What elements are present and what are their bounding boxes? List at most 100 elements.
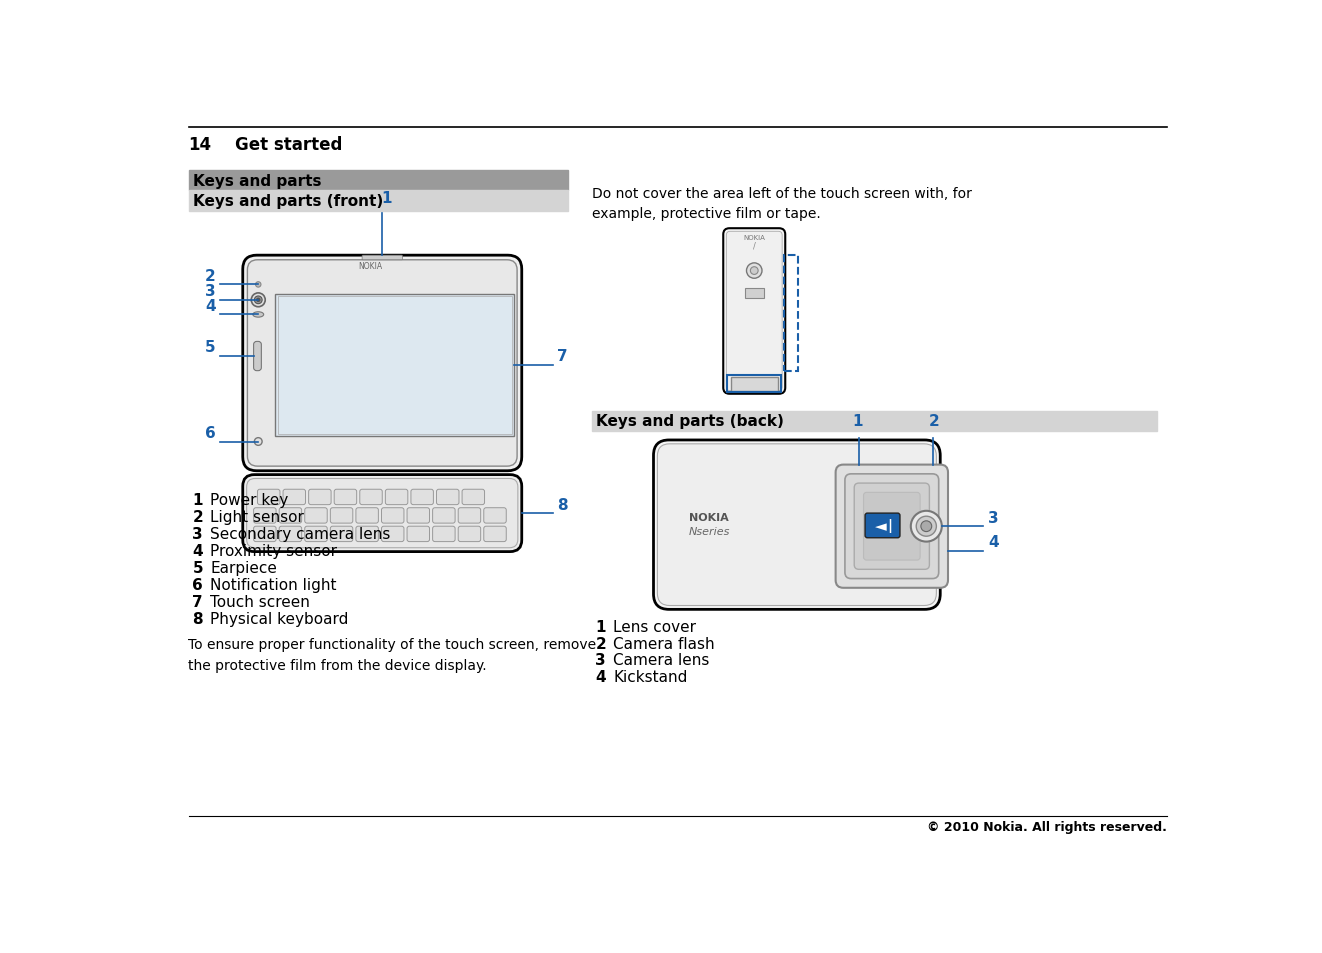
FancyBboxPatch shape xyxy=(243,476,522,552)
Text: Lens cover: Lens cover xyxy=(613,618,697,634)
Text: 2: 2 xyxy=(193,510,204,525)
Text: 2: 2 xyxy=(928,414,940,429)
Text: Keys and parts (front): Keys and parts (front) xyxy=(193,193,383,209)
Text: Light sensor: Light sensor xyxy=(210,510,304,525)
FancyBboxPatch shape xyxy=(330,527,353,542)
Bar xyxy=(591,412,1157,432)
Text: 1: 1 xyxy=(853,414,862,429)
FancyBboxPatch shape xyxy=(356,508,378,523)
Circle shape xyxy=(911,511,941,542)
Text: NOKIA: NOKIA xyxy=(743,235,765,241)
Text: 7: 7 xyxy=(558,349,568,364)
FancyBboxPatch shape xyxy=(279,508,301,523)
Bar xyxy=(189,192,568,212)
Text: Physical keyboard: Physical keyboard xyxy=(210,611,349,626)
Text: 1: 1 xyxy=(381,191,391,206)
FancyBboxPatch shape xyxy=(305,508,328,523)
Circle shape xyxy=(251,294,266,308)
Text: Touch screen: Touch screen xyxy=(210,595,311,609)
Text: 4: 4 xyxy=(595,670,605,684)
Bar xyxy=(727,375,781,393)
Bar xyxy=(784,256,797,372)
Text: Secondary camera lens: Secondary camera lens xyxy=(210,527,390,541)
Bar xyxy=(189,172,568,192)
FancyBboxPatch shape xyxy=(254,342,262,372)
Text: Power key: Power key xyxy=(210,493,288,508)
Text: 3: 3 xyxy=(205,284,215,299)
FancyBboxPatch shape xyxy=(459,508,481,523)
Bar xyxy=(278,296,512,435)
FancyBboxPatch shape xyxy=(723,229,785,395)
Text: 1: 1 xyxy=(193,493,202,508)
Text: 5: 5 xyxy=(205,340,215,355)
FancyBboxPatch shape xyxy=(254,508,276,523)
Text: Earpiece: Earpiece xyxy=(210,560,278,576)
Text: 3: 3 xyxy=(989,510,999,525)
Text: Keys and parts (back): Keys and parts (back) xyxy=(596,414,784,429)
Text: 14: 14 xyxy=(189,136,212,153)
Text: NOKIA: NOKIA xyxy=(358,262,382,272)
Text: 4: 4 xyxy=(205,298,215,314)
FancyBboxPatch shape xyxy=(863,493,920,560)
Text: 8: 8 xyxy=(558,497,568,512)
Circle shape xyxy=(254,438,262,446)
FancyBboxPatch shape xyxy=(459,527,481,542)
Circle shape xyxy=(921,521,932,532)
FancyBboxPatch shape xyxy=(308,490,330,505)
Text: Nseries: Nseries xyxy=(689,526,730,537)
Text: 3: 3 xyxy=(595,653,605,668)
Bar xyxy=(731,377,777,392)
FancyBboxPatch shape xyxy=(362,256,402,260)
Text: 6: 6 xyxy=(193,578,204,593)
FancyBboxPatch shape xyxy=(836,465,948,588)
Circle shape xyxy=(747,264,761,279)
FancyBboxPatch shape xyxy=(385,490,407,505)
FancyBboxPatch shape xyxy=(305,527,328,542)
FancyBboxPatch shape xyxy=(356,527,378,542)
FancyBboxPatch shape xyxy=(407,527,430,542)
FancyBboxPatch shape xyxy=(865,514,900,538)
FancyBboxPatch shape xyxy=(432,527,455,542)
FancyBboxPatch shape xyxy=(254,527,276,542)
FancyBboxPatch shape xyxy=(436,490,459,505)
FancyBboxPatch shape xyxy=(484,527,506,542)
Text: 4: 4 xyxy=(193,543,204,558)
Text: To ensure proper functionality of the touch screen, remove
the protective film f: To ensure proper functionality of the to… xyxy=(189,638,596,672)
Circle shape xyxy=(751,268,758,275)
FancyBboxPatch shape xyxy=(334,490,357,505)
Text: 5: 5 xyxy=(193,560,204,576)
Text: NOKIA: NOKIA xyxy=(690,513,730,522)
Text: 1: 1 xyxy=(595,618,605,634)
FancyBboxPatch shape xyxy=(382,508,405,523)
FancyBboxPatch shape xyxy=(726,232,783,392)
FancyBboxPatch shape xyxy=(247,260,517,467)
Text: Camera lens: Camera lens xyxy=(613,653,710,668)
Text: Proximity sensor: Proximity sensor xyxy=(210,543,337,558)
FancyBboxPatch shape xyxy=(653,440,940,610)
FancyBboxPatch shape xyxy=(845,475,939,579)
FancyBboxPatch shape xyxy=(247,479,518,548)
FancyBboxPatch shape xyxy=(360,490,382,505)
Circle shape xyxy=(256,299,260,302)
Text: Get started: Get started xyxy=(235,136,342,153)
FancyBboxPatch shape xyxy=(330,508,353,523)
Ellipse shape xyxy=(253,313,263,317)
Text: 4: 4 xyxy=(989,535,999,550)
Text: Keys and parts: Keys and parts xyxy=(193,173,321,189)
Text: Do not cover the area left of the touch screen with, for
example, protective fil: Do not cover the area left of the touch … xyxy=(591,187,972,221)
Bar xyxy=(746,289,764,298)
Text: Notification light: Notification light xyxy=(210,578,337,593)
Circle shape xyxy=(255,282,260,288)
Text: © 2010 Nokia. All rights reserved.: © 2010 Nokia. All rights reserved. xyxy=(927,821,1166,834)
Text: |: | xyxy=(887,518,892,533)
FancyBboxPatch shape xyxy=(484,508,506,523)
Text: 7: 7 xyxy=(193,595,204,609)
FancyBboxPatch shape xyxy=(411,490,434,505)
Text: 3: 3 xyxy=(193,527,204,541)
FancyBboxPatch shape xyxy=(463,490,485,505)
Bar xyxy=(275,294,514,436)
FancyBboxPatch shape xyxy=(279,527,301,542)
FancyBboxPatch shape xyxy=(382,527,405,542)
Text: 2: 2 xyxy=(205,269,215,284)
Text: Kickstand: Kickstand xyxy=(613,670,687,684)
